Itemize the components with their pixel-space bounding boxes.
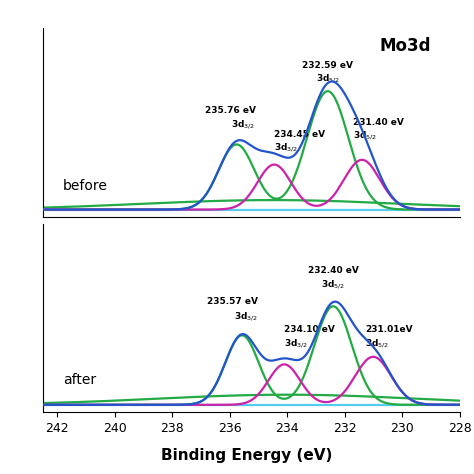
Text: 231.40 eV: 231.40 eV bbox=[353, 118, 404, 127]
Text: 234.45 eV: 234.45 eV bbox=[274, 129, 325, 138]
Text: 231.01eV: 231.01eV bbox=[365, 325, 412, 334]
Text: 234.10 eV: 234.10 eV bbox=[284, 325, 335, 334]
Text: 3d$_{3/2}$: 3d$_{3/2}$ bbox=[231, 118, 255, 131]
Text: before: before bbox=[63, 179, 108, 193]
Text: after: after bbox=[63, 373, 96, 386]
Text: 3d$_{5/2}$: 3d$_{5/2}$ bbox=[316, 73, 340, 85]
Text: 232.59 eV: 232.59 eV bbox=[302, 61, 353, 70]
Text: 3d$_{3/2}$: 3d$_{3/2}$ bbox=[234, 310, 258, 323]
Text: 3d$_{3/2}$: 3d$_{3/2}$ bbox=[284, 337, 309, 350]
Text: 3d$_{5/2}$: 3d$_{5/2}$ bbox=[353, 129, 377, 142]
Text: 3d$_{3/2}$: 3d$_{3/2}$ bbox=[274, 141, 298, 154]
Text: 235.57 eV: 235.57 eV bbox=[208, 297, 258, 306]
Text: 232.40 eV: 232.40 eV bbox=[308, 266, 359, 275]
Text: Mo3d: Mo3d bbox=[380, 36, 431, 55]
Text: Binding Energy (eV): Binding Energy (eV) bbox=[161, 448, 332, 463]
Text: 3d$_{5/2}$: 3d$_{5/2}$ bbox=[321, 278, 345, 291]
Text: 235.76 eV: 235.76 eV bbox=[205, 106, 255, 115]
Text: 3d$_{5/2}$: 3d$_{5/2}$ bbox=[365, 337, 389, 350]
